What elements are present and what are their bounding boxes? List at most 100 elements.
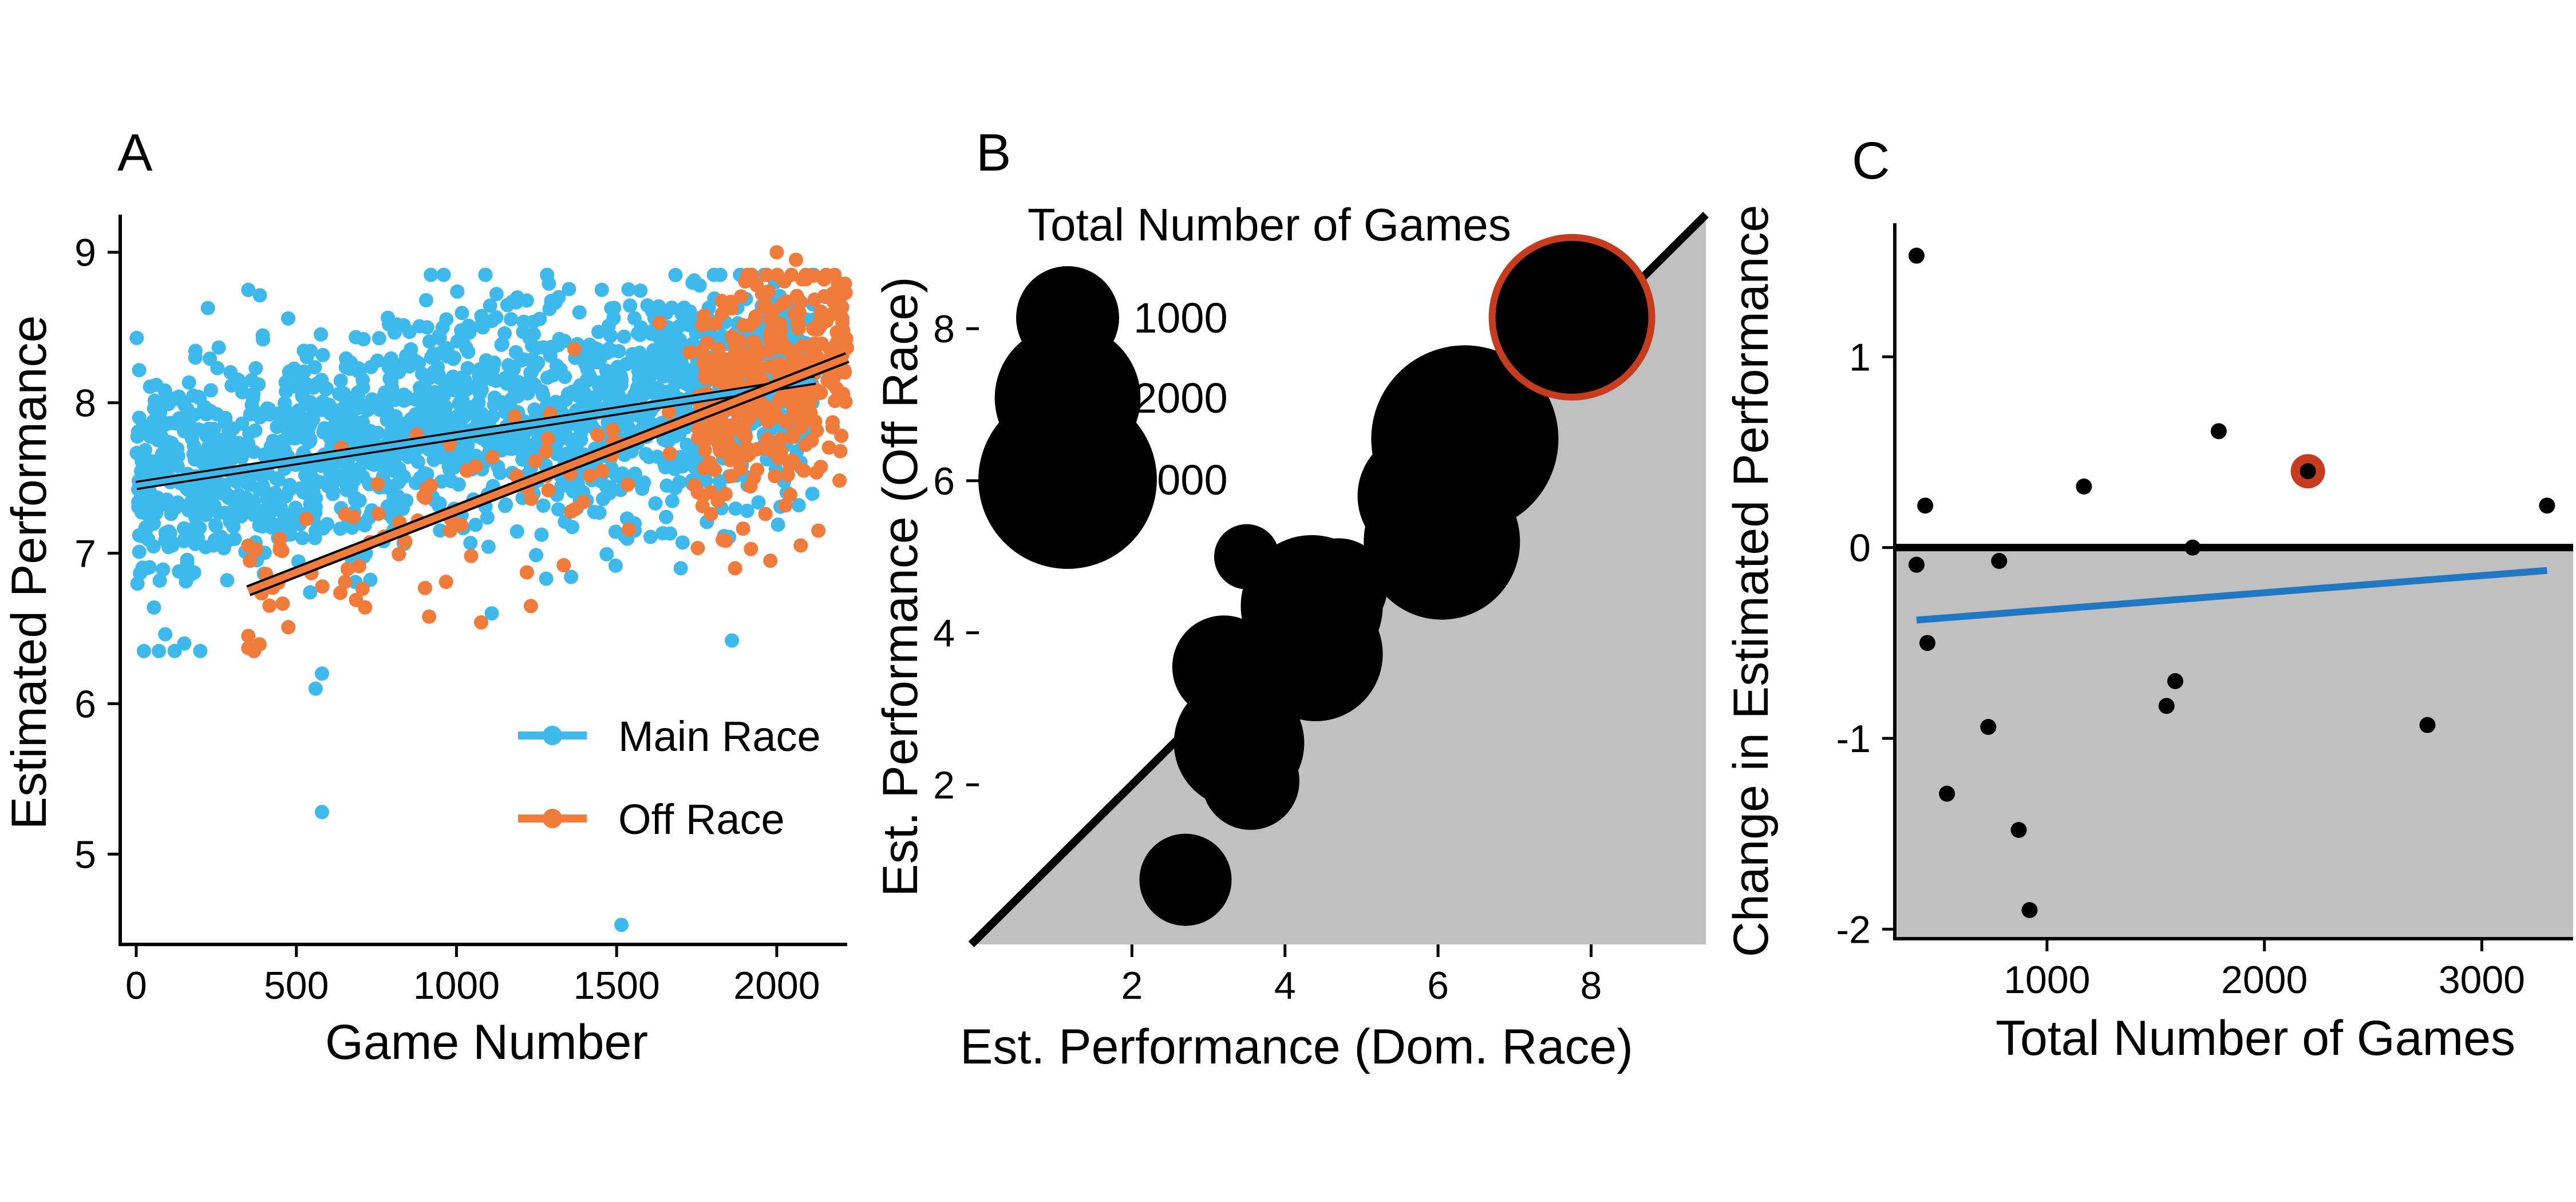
data-point xyxy=(165,536,180,551)
data-point xyxy=(648,496,663,511)
data-point xyxy=(329,413,343,428)
data-point xyxy=(303,585,318,600)
data-point xyxy=(584,345,599,359)
data-point xyxy=(766,303,780,318)
data-point xyxy=(299,512,314,527)
data-point xyxy=(140,561,155,575)
data-point xyxy=(177,636,192,651)
data-point xyxy=(396,501,410,516)
data-point xyxy=(180,552,195,567)
data-point xyxy=(489,310,504,325)
data-point xyxy=(668,268,683,282)
data-point xyxy=(235,416,250,431)
data-point xyxy=(426,452,441,467)
data-point xyxy=(248,361,263,375)
data-point xyxy=(564,570,579,584)
legend-off-race-dot xyxy=(543,809,562,828)
x-tick-label: 3000 xyxy=(2439,958,2525,1002)
data-point xyxy=(136,643,151,658)
data-point xyxy=(833,444,848,458)
data-point xyxy=(811,523,826,538)
size-legend-key xyxy=(978,390,1157,569)
panel-b: B 2 4 6 8 2 4 6 8 Est. Performance (Dom. Race)… xyxy=(873,124,1709,1074)
data-point xyxy=(524,492,539,506)
data-point xyxy=(1908,247,1925,264)
data-point xyxy=(832,292,847,306)
data-point xyxy=(386,490,401,505)
data-point xyxy=(149,506,164,521)
data-point xyxy=(1202,732,1299,830)
data-point xyxy=(655,526,670,541)
data-point xyxy=(203,383,218,398)
data-point xyxy=(499,497,513,512)
data-point xyxy=(211,340,226,355)
data-point xyxy=(740,503,754,518)
panel-c-points xyxy=(1908,247,2555,918)
data-point xyxy=(158,525,173,540)
data-point xyxy=(485,450,500,465)
data-point xyxy=(1495,240,1649,394)
data-point xyxy=(384,374,399,389)
data-point xyxy=(771,517,785,532)
data-point xyxy=(516,325,531,339)
data-point xyxy=(591,378,606,393)
data-point xyxy=(187,565,202,580)
data-point xyxy=(793,295,808,310)
data-point xyxy=(303,418,317,432)
data-point xyxy=(438,575,453,590)
data-point xyxy=(149,378,164,392)
data-point xyxy=(751,495,766,510)
data-point xyxy=(266,433,280,448)
data-point xyxy=(758,507,773,521)
data-point xyxy=(653,383,667,398)
data-point xyxy=(356,332,371,347)
data-point xyxy=(770,362,785,377)
data-point xyxy=(789,351,804,366)
data-point xyxy=(654,335,669,350)
data-point xyxy=(583,468,598,483)
panel-b-x-label: Est. Performance (Dom. Race) xyxy=(960,1019,1633,1074)
data-point xyxy=(539,571,554,586)
data-point xyxy=(744,267,759,282)
data-point xyxy=(1917,497,1934,514)
data-point xyxy=(344,480,359,495)
data-point xyxy=(402,359,417,374)
panel-c-shaded-region xyxy=(1895,547,2573,939)
data-point xyxy=(529,548,543,563)
data-point xyxy=(1139,833,1232,926)
data-point xyxy=(226,441,240,456)
data-point xyxy=(164,507,179,521)
data-point xyxy=(426,347,441,361)
data-point xyxy=(599,547,614,562)
data-point xyxy=(1991,553,2008,569)
data-point xyxy=(799,437,813,452)
data-point xyxy=(220,573,235,588)
data-point xyxy=(772,451,787,466)
data-point xyxy=(587,505,602,519)
data-point xyxy=(271,472,286,487)
data-point xyxy=(248,423,263,438)
data-point xyxy=(396,469,410,484)
data-point xyxy=(264,520,279,535)
y-tick-label: 8 xyxy=(74,382,96,425)
data-point xyxy=(489,373,504,388)
data-point xyxy=(372,331,386,346)
data-point xyxy=(534,527,549,542)
data-point xyxy=(278,443,292,458)
data-point xyxy=(494,337,509,352)
y-tick-label: -1 xyxy=(1836,717,1871,761)
data-point xyxy=(422,609,437,624)
data-point xyxy=(270,420,285,434)
data-point xyxy=(332,386,346,401)
data-point xyxy=(349,592,364,607)
data-point xyxy=(617,329,631,344)
data-point xyxy=(623,298,638,313)
data-point xyxy=(338,575,353,590)
panel-b-size-legend: Total Number of Games 1000 2000 3000 xyxy=(978,199,1511,569)
data-point xyxy=(481,539,496,554)
data-point xyxy=(565,520,580,535)
data-point xyxy=(800,406,815,421)
data-point xyxy=(143,425,157,440)
data-point xyxy=(164,436,179,450)
